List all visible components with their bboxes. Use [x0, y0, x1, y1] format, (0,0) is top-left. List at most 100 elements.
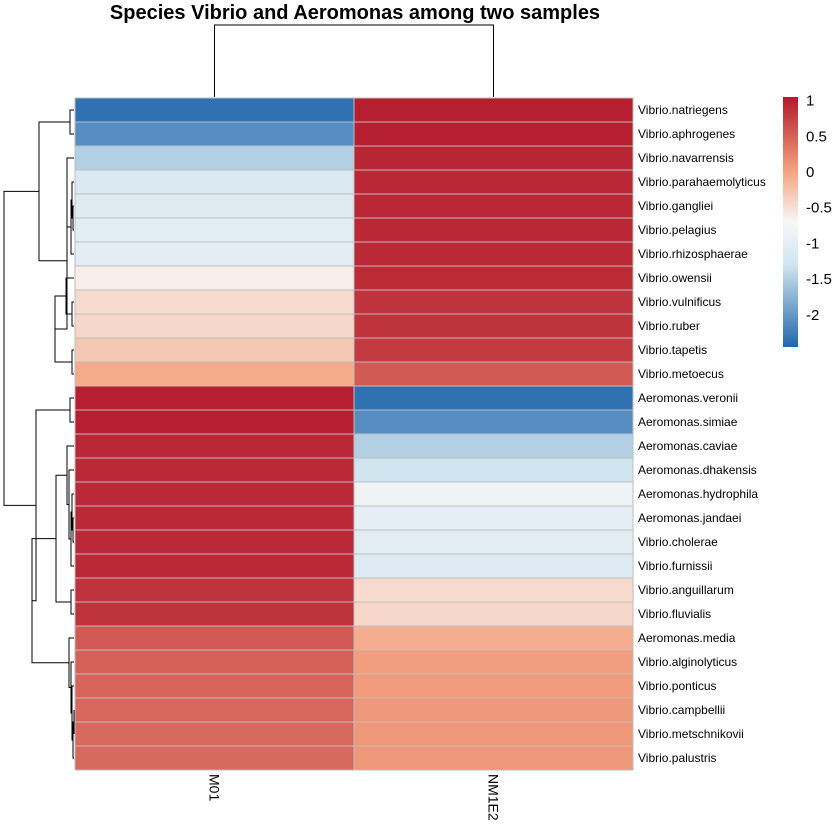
heatmap-cell	[74, 433, 355, 459]
heatmap-cell	[74, 217, 355, 243]
heatmap-cell	[74, 649, 355, 675]
legend-tick-label: -1	[806, 235, 819, 252]
row-label: Vibrio.tapetis	[638, 343, 707, 357]
row-label: Vibrio.ponticus	[638, 679, 717, 693]
row-label: Aeromonas.caviae	[638, 439, 738, 453]
heatmap-cell	[74, 625, 355, 651]
heatmap-cell	[353, 553, 634, 579]
heatmap-cell	[353, 409, 634, 435]
heatmap-cell	[74, 97, 355, 123]
heatmap-cell	[74, 265, 355, 291]
row-label: Vibrio.cholerae	[638, 535, 718, 549]
heatmap-cell	[74, 553, 355, 579]
row-label: Vibrio.rhizosphaerae	[638, 247, 748, 261]
heatmap-cell	[74, 745, 355, 771]
row-dendrogram-branch	[71, 349, 74, 375]
row-label: Vibrio.pelagius	[638, 223, 717, 237]
row-labels: Vibrio.natriegens Vibrio.aphrogenes Vibrio…	[638, 103, 766, 765]
legend-tick-label: -2	[806, 307, 819, 324]
heatmap-cell	[74, 145, 355, 171]
row-dendrogram-branch	[32, 409, 70, 602]
heatmap-cell	[353, 721, 634, 747]
heatmap-cell	[353, 241, 634, 267]
row-dendrogram-branch	[72, 517, 74, 543]
row-label: Vibrio.metschnikovii	[638, 727, 744, 741]
row-label: Vibrio.natriegens	[638, 103, 728, 117]
row-dendrogram-branch	[31, 538, 69, 664]
row-dendrogram-branch	[38, 121, 70, 262]
row-label: Vibrio.palustris	[638, 751, 716, 765]
heatmap-cell	[353, 505, 634, 531]
heatmap-cell	[74, 481, 355, 507]
heatmap-cell	[353, 97, 634, 123]
row-label: Aeromonas.simiae	[638, 415, 738, 429]
heatmap-cell	[74, 241, 355, 267]
heatmap-cell	[353, 481, 634, 507]
heatmap-cell	[74, 529, 355, 555]
row-dendrogram-branch	[70, 589, 74, 615]
heatmap-cell	[353, 673, 634, 699]
heatmap-cell	[74, 673, 355, 699]
legend-color-bar	[783, 97, 798, 347]
heatmap-cell	[353, 145, 634, 171]
heatmap-cell	[74, 193, 355, 219]
legend-tick-label: -0.5	[806, 200, 832, 217]
heatmap-cell	[353, 625, 634, 651]
heatmap-cell	[74, 697, 355, 723]
row-label: Vibrio.ruber	[638, 319, 700, 333]
color-legend: 1 0.5 0 -0.5 -1 -1.5 -2	[783, 93, 832, 347]
heatmap-cell	[74, 361, 355, 387]
row-label: Vibrio.campbellii	[638, 703, 725, 717]
row-dendrogram-branch	[69, 109, 74, 135]
row-dendrogram-branch	[71, 301, 74, 327]
heatmap-cell	[353, 745, 634, 771]
heatmap-cell	[353, 121, 634, 147]
column-dendrogram	[214, 24, 494, 97]
row-dendrogram-branch	[3, 190, 39, 506]
heatmap-cell	[74, 313, 355, 339]
row-label: Vibrio.navarrensis	[638, 151, 734, 165]
heatmap-cell	[74, 577, 355, 603]
row-label: Vibrio.vulnificus	[638, 295, 721, 309]
heatmap-cell	[353, 601, 634, 627]
heatmap-cell	[74, 601, 355, 627]
heatmap-cell	[74, 121, 355, 147]
heatmap-cell	[353, 169, 634, 195]
legend-tick-label: -1.5	[806, 271, 832, 288]
row-label: Vibrio.parahaemolyticus	[638, 175, 766, 189]
heatmap-cell	[353, 337, 634, 363]
row-label: Aeromonas.hydrophila	[638, 487, 758, 501]
heatmap-cell	[353, 361, 634, 387]
heatmap-cell	[74, 409, 355, 435]
legend-tick-label: 0.5	[806, 128, 827, 145]
heatmap-cell	[353, 265, 634, 291]
heatmap-cell	[74, 721, 355, 747]
legend-tick-label: 0	[806, 164, 814, 181]
column-dendrogram-branch	[214, 24, 494, 97]
heatmap-cell	[74, 457, 355, 483]
row-label: Vibrio.owensii	[638, 271, 712, 285]
heatmap-cell	[74, 289, 355, 315]
column-label: M01	[207, 774, 223, 801]
heatmap-cell	[74, 385, 355, 411]
row-label: Aeromonas.jandaei	[638, 511, 741, 525]
heatmap-cell	[353, 457, 634, 483]
heatmap-cell	[353, 313, 634, 339]
row-label: Vibrio.furnissii	[638, 559, 712, 573]
row-label: Vibrio.metoecus	[638, 367, 724, 381]
column-labels: M01 NM1E2	[207, 774, 502, 821]
heatmap-cell	[353, 289, 634, 315]
chart-title: Species Vibrio and Aeromonas among two s…	[110, 2, 600, 24]
row-dendrogram-branch	[72, 205, 74, 231]
row-label: Aeromonas.dhakensis	[638, 463, 757, 477]
heatmap-cells	[74, 97, 634, 771]
heatmap-cell	[353, 193, 634, 219]
row-label: Aeromonas.media	[638, 631, 736, 645]
column-label: NM1E2	[486, 774, 502, 821]
row-dendrogram-branch	[66, 445, 74, 505]
heatmap-cell	[74, 337, 355, 363]
heatmap-cell	[353, 217, 634, 243]
row-dendrogram-branch	[69, 397, 74, 423]
heatmap-cell	[74, 505, 355, 531]
